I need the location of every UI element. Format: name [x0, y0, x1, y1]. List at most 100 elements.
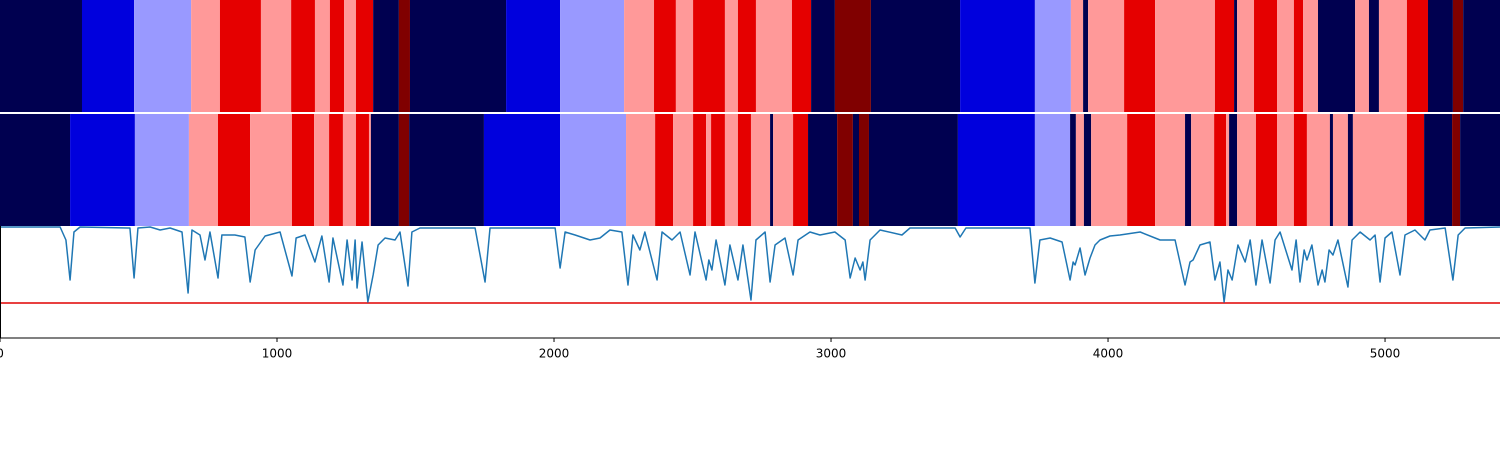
segment [0, 114, 71, 226]
segment [837, 114, 853, 226]
segment [1237, 0, 1255, 112]
segment [1124, 0, 1156, 112]
x-tick-label: 5000 [1370, 347, 1401, 361]
segment [218, 114, 251, 226]
segment [655, 114, 674, 226]
segment [1127, 114, 1156, 226]
segment [1452, 0, 1464, 112]
segment [81, 0, 135, 112]
segment [852, 114, 860, 226]
segment [314, 114, 330, 226]
segment [355, 114, 369, 226]
segment [624, 0, 655, 112]
segment [957, 114, 1035, 226]
segment [1306, 114, 1330, 226]
segment [1155, 0, 1215, 112]
segment [737, 114, 751, 226]
segment [693, 114, 707, 226]
segment [1406, 114, 1425, 226]
segment [770, 114, 774, 226]
segment [808, 114, 838, 226]
segment [1352, 114, 1407, 226]
x-tick-label: 0 [0, 347, 4, 361]
segment [291, 114, 315, 226]
segment [960, 0, 1035, 112]
segment [1070, 114, 1076, 226]
segment [791, 0, 812, 112]
segment [1255, 114, 1278, 226]
segment [773, 114, 794, 226]
segment [398, 114, 410, 226]
segment [1088, 0, 1125, 112]
segment [654, 0, 676, 112]
segment [134, 114, 189, 226]
segment [1277, 114, 1294, 226]
segment [1034, 0, 1071, 112]
segment [1254, 0, 1278, 112]
segment [693, 0, 725, 112]
segment [1452, 114, 1461, 226]
segment [398, 0, 410, 112]
segment [329, 114, 343, 226]
segment [1034, 114, 1071, 226]
segment [811, 0, 835, 112]
segment [355, 0, 374, 112]
segment [1083, 114, 1092, 226]
segment [191, 0, 220, 112]
segment [0, 0, 82, 112]
segment [755, 0, 792, 112]
segment [1427, 0, 1453, 112]
segment [1237, 114, 1256, 226]
segment [793, 114, 809, 226]
segment [1463, 0, 1500, 112]
segment [134, 0, 192, 112]
segment [260, 0, 292, 112]
line-series [0, 226, 1500, 303]
segment [314, 0, 330, 112]
segment [1070, 0, 1084, 112]
segment [1191, 114, 1215, 226]
segment [1214, 114, 1227, 226]
segment [1229, 114, 1238, 226]
segment [409, 114, 484, 226]
segment [1214, 0, 1235, 112]
segment [506, 0, 561, 112]
segment [868, 114, 958, 226]
segment [1406, 0, 1428, 112]
segment [329, 0, 345, 112]
segment [560, 114, 627, 226]
segment [1091, 114, 1128, 226]
segment [409, 0, 507, 112]
segment [344, 0, 356, 112]
segment [870, 0, 961, 112]
segment [1293, 0, 1304, 112]
segment [1355, 0, 1369, 112]
segment [188, 114, 219, 226]
segment [1075, 114, 1084, 226]
segment [1303, 0, 1319, 112]
segment [724, 114, 738, 226]
segment [750, 114, 771, 226]
x-tick-label: 1000 [262, 347, 293, 361]
segment [675, 0, 694, 112]
segment [1378, 0, 1407, 112]
segment [1332, 114, 1348, 226]
segment [711, 114, 725, 226]
x-tick-label: 2000 [539, 347, 570, 361]
segment [1234, 0, 1238, 112]
segment [834, 0, 871, 112]
x-tick-label: 4000 [1093, 347, 1124, 361]
segment [70, 114, 135, 226]
segment [560, 0, 625, 112]
segment [1347, 114, 1353, 226]
segment [706, 114, 712, 226]
segment [483, 114, 561, 226]
segment [626, 114, 656, 226]
segment [1185, 114, 1192, 226]
segment [368, 114, 371, 226]
segment [1155, 114, 1186, 226]
segment [250, 114, 292, 226]
segment [1460, 114, 1500, 226]
